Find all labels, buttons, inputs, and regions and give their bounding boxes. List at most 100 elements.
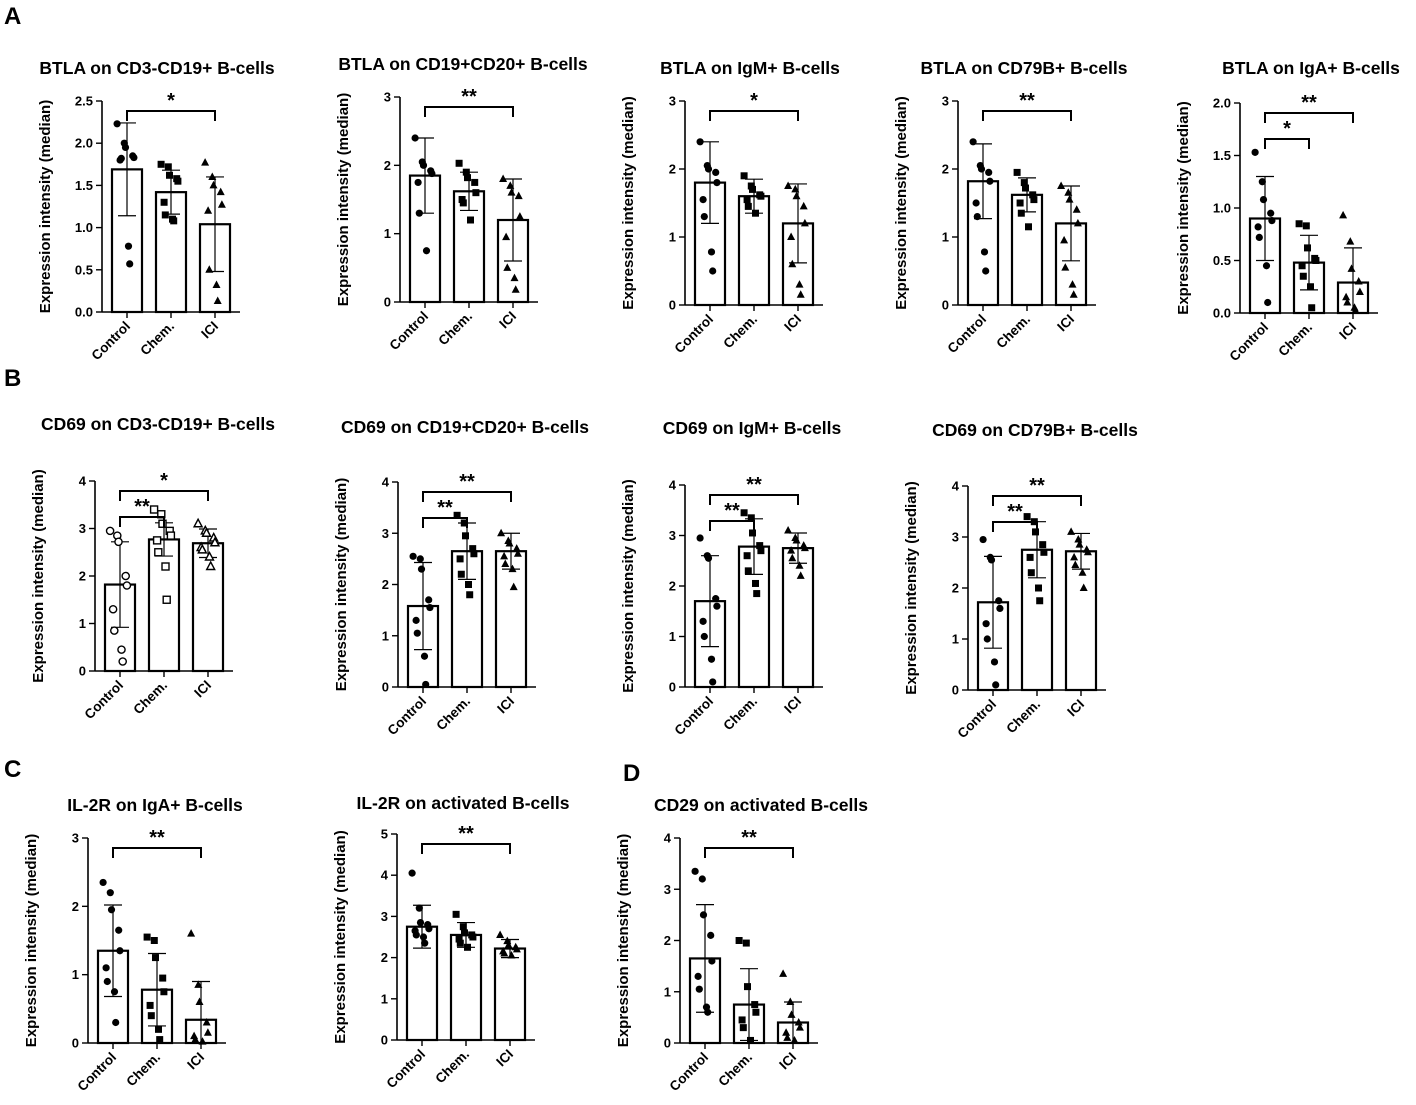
y-tick-label: 0 [669, 680, 676, 695]
y-axis-label: Expression intensity (median) [620, 96, 637, 309]
x-category-label: ICI [493, 1047, 516, 1070]
y-tick-label: 3 [384, 90, 391, 105]
data-point [212, 280, 221, 288]
data-point [1030, 196, 1038, 204]
data-point [121, 143, 130, 152]
data-point [503, 263, 512, 271]
data-point [470, 550, 478, 558]
data-point [694, 972, 702, 980]
chart-title: BTLA on IgA+ B-cells [1222, 58, 1400, 78]
data-point [408, 869, 416, 877]
significance-bracket [1264, 138, 1310, 149]
y-tick-label: 3 [942, 94, 949, 109]
data-point [216, 187, 225, 196]
data-point [800, 543, 809, 552]
bar [147, 538, 181, 673]
y-tick-label: 2 [382, 577, 389, 592]
data-point [414, 178, 422, 187]
data-point [213, 296, 222, 305]
data-point [787, 232, 796, 240]
data-point [143, 933, 151, 941]
data-point [1027, 569, 1035, 577]
data-point [1308, 304, 1316, 312]
data-point [1262, 262, 1271, 270]
y-tick-label: 1.5 [75, 178, 93, 193]
data-point [752, 1008, 760, 1016]
data-point [980, 248, 989, 256]
data-point [700, 632, 708, 641]
data-point [1016, 199, 1024, 207]
y-tick-label: 3 [669, 528, 676, 543]
data-point [986, 177, 994, 185]
data-point [201, 527, 212, 537]
y-axis-label: Expression intensity (median) [23, 834, 40, 1047]
bar-chart: CD69 on CD19+CD20+ B-cells Expression int… [333, 417, 589, 738]
x-category-label: ICI [184, 1050, 207, 1073]
data-point [201, 158, 210, 166]
y-tick-label: 1 [942, 230, 949, 245]
data-point [502, 232, 511, 241]
data-point [1020, 179, 1028, 187]
x-category-label: ICI [781, 694, 804, 717]
x-category-label: ICI [1064, 697, 1087, 720]
data-point [1070, 552, 1079, 561]
data-point [99, 878, 107, 887]
data-point [506, 181, 515, 189]
data-point [110, 626, 119, 635]
data-point [159, 974, 167, 982]
data-point [784, 181, 793, 189]
data-point [106, 889, 114, 897]
data-point [992, 681, 1000, 689]
data-point [704, 165, 713, 173]
data-point [1302, 222, 1310, 230]
y-tick-label: 0 [72, 1036, 79, 1051]
data-point [787, 1010, 796, 1018]
data-point [512, 544, 521, 552]
data-point [499, 174, 508, 182]
data-point [1067, 527, 1076, 535]
x-category-label: Chem. [432, 1047, 472, 1087]
y-tick-label: 3 [952, 530, 959, 545]
data-point [117, 154, 125, 162]
y-axis-label: Expression intensity (median) [893, 96, 910, 309]
panel-label-d: D [623, 760, 640, 787]
data-point [699, 617, 707, 625]
data-point [425, 925, 433, 933]
data-point [756, 542, 764, 550]
data-point [1255, 233, 1263, 241]
y-tick-label: 1 [382, 628, 389, 643]
x-category-label: ICI [781, 312, 804, 335]
data-point [753, 590, 761, 598]
data-point [154, 548, 163, 557]
significance-bracket [709, 494, 799, 505]
data-point [708, 957, 716, 965]
bar [494, 550, 528, 689]
data-point [513, 549, 522, 557]
data-point [164, 163, 172, 171]
chart-title: CD69 on CD19+CD20+ B-cells [341, 417, 589, 437]
y-tick-label: 0 [382, 680, 389, 695]
y-tick-label: 0 [384, 295, 391, 310]
data-point [735, 937, 743, 944]
data-point [983, 635, 991, 643]
data-point [1078, 568, 1087, 576]
data-point [990, 658, 999, 666]
data-point [115, 926, 123, 934]
data-point [1074, 535, 1083, 543]
significance-bracket [709, 520, 755, 531]
data-point [195, 997, 204, 1005]
data-point [1339, 210, 1348, 219]
data-point [170, 217, 178, 225]
data-point [465, 581, 472, 588]
charts-container: BTLA on CD3-CD19+ B-cells Expression inte… [23, 54, 1400, 1094]
data-point [202, 1018, 211, 1026]
data-point [969, 138, 977, 146]
data-point [149, 505, 159, 514]
data-point [110, 988, 119, 996]
data-point [995, 597, 1003, 605]
data-point [749, 529, 756, 537]
data-point [1065, 195, 1074, 203]
bar [493, 947, 527, 1042]
data-point [426, 603, 434, 612]
